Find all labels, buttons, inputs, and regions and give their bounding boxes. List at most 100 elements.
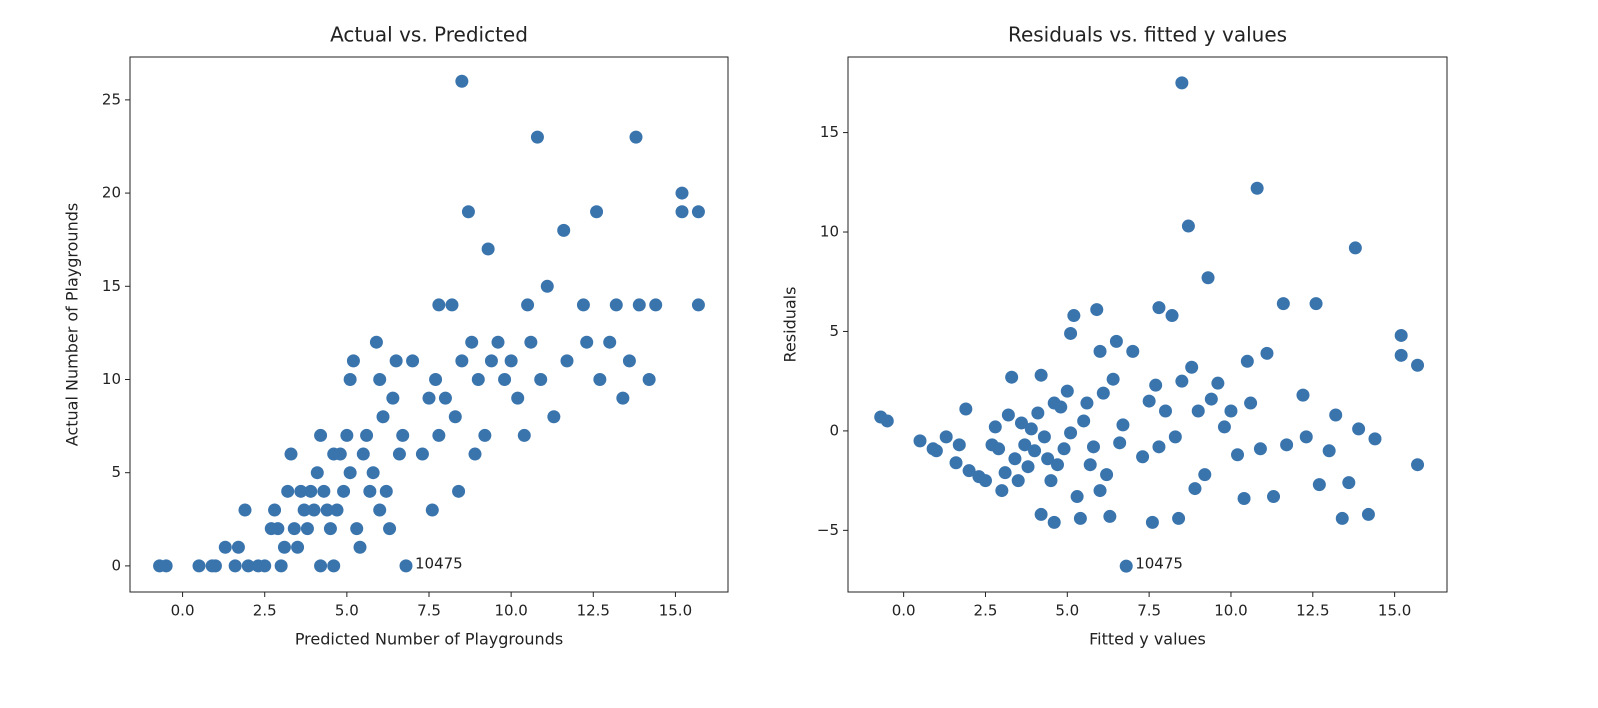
scatter-point bbox=[1044, 474, 1058, 488]
scatter-point bbox=[1411, 458, 1425, 472]
scatter-point bbox=[333, 447, 347, 461]
scatter-point bbox=[649, 298, 663, 312]
chart-title: Residuals vs. fitted y values bbox=[1008, 23, 1287, 47]
y-tick-label: 10 bbox=[820, 223, 839, 241]
scatter-point bbox=[880, 414, 894, 428]
scatter-point bbox=[1165, 309, 1179, 323]
scatter-point bbox=[363, 484, 377, 498]
scatter-point bbox=[691, 298, 705, 312]
scatter-point bbox=[284, 447, 298, 461]
y-tick-label: 15 bbox=[820, 123, 839, 141]
scatter-point bbox=[1217, 420, 1231, 434]
scatter-point bbox=[386, 391, 400, 405]
scatter-point bbox=[300, 522, 314, 536]
scatter-point bbox=[392, 447, 406, 461]
scatter-point bbox=[1175, 374, 1189, 388]
x-tick-label: 7.5 bbox=[417, 602, 441, 620]
scatter-point bbox=[415, 447, 429, 461]
scatter-point bbox=[228, 559, 242, 573]
scatter-point bbox=[317, 484, 331, 498]
scatter-point bbox=[1335, 511, 1349, 525]
x-tick-label: 2.5 bbox=[974, 602, 998, 620]
scatter-point bbox=[1322, 444, 1336, 458]
scatter-point bbox=[274, 559, 288, 573]
scatter-point bbox=[258, 559, 272, 573]
scatter-point bbox=[1028, 444, 1042, 458]
scatter-point bbox=[629, 130, 643, 144]
scatter-point bbox=[1394, 328, 1408, 342]
annotation: 10475 bbox=[1135, 555, 1183, 573]
scatter-point bbox=[560, 354, 574, 368]
scatter-point bbox=[1100, 468, 1114, 482]
scatter-point bbox=[1280, 438, 1294, 452]
scatter-point bbox=[1090, 303, 1104, 317]
scatter-point bbox=[1136, 450, 1150, 464]
x-tick-label: 0.0 bbox=[171, 602, 195, 620]
scatter-point bbox=[271, 522, 285, 536]
scatter-point bbox=[1172, 511, 1186, 525]
scatter-point bbox=[425, 503, 439, 517]
scatter-point bbox=[1021, 460, 1035, 474]
scatter-point bbox=[675, 205, 689, 219]
scatter-point bbox=[1175, 76, 1189, 90]
scatter-point bbox=[1244, 396, 1258, 410]
scatter-point bbox=[1152, 301, 1166, 315]
scatter-point bbox=[208, 559, 222, 573]
scatter-point bbox=[609, 298, 623, 312]
scatter-point bbox=[580, 335, 594, 349]
scatter-point bbox=[576, 298, 590, 312]
scatter-point bbox=[350, 522, 364, 536]
scatter-point bbox=[1237, 492, 1251, 506]
plot-frame bbox=[847, 56, 1448, 593]
scatter-point bbox=[1142, 394, 1156, 408]
scatter-point bbox=[471, 372, 485, 386]
scatter-point bbox=[218, 540, 232, 554]
scatter-point bbox=[373, 372, 387, 386]
scatter-point bbox=[511, 391, 525, 405]
scatter-point bbox=[1149, 378, 1163, 392]
x-tick-label: 0.0 bbox=[892, 602, 916, 620]
scatter-point bbox=[1064, 326, 1078, 340]
x-tick-label: 15.0 bbox=[1378, 602, 1411, 620]
y-tick-label: 15 bbox=[102, 277, 121, 295]
scatter-point bbox=[1152, 440, 1166, 454]
scatter-point bbox=[468, 447, 482, 461]
scatter-point bbox=[534, 372, 548, 386]
scatter-point bbox=[524, 335, 538, 349]
chart-title: Actual vs. Predicted bbox=[330, 23, 528, 47]
scatter-point bbox=[465, 335, 479, 349]
scatter-point bbox=[1411, 358, 1425, 372]
y-tick-label: −5 bbox=[817, 521, 839, 539]
scatter-point bbox=[557, 223, 571, 237]
scatter-point bbox=[949, 456, 963, 470]
scatter-point bbox=[1309, 297, 1323, 311]
y-tick-label: 5 bbox=[111, 463, 121, 481]
scatter-point bbox=[1348, 241, 1362, 255]
scatter-point bbox=[1211, 376, 1225, 390]
scatter-point bbox=[310, 466, 324, 480]
scatter-point bbox=[1352, 422, 1366, 436]
scatter-point bbox=[1191, 404, 1205, 418]
scatter-point bbox=[343, 466, 357, 480]
x-tick-label: 2.5 bbox=[253, 602, 277, 620]
scatter-point bbox=[1031, 406, 1045, 420]
scatter-point bbox=[959, 402, 973, 416]
scatter-point bbox=[1024, 422, 1038, 436]
y-tick-label: 0 bbox=[111, 556, 121, 574]
scatter-point bbox=[1057, 442, 1071, 456]
scatter-point bbox=[962, 464, 976, 478]
scatter-point bbox=[406, 354, 420, 368]
scatter-point bbox=[1394, 348, 1408, 362]
scatter-point bbox=[1185, 360, 1199, 374]
scatter-point bbox=[998, 466, 1012, 480]
scatter-point bbox=[373, 503, 387, 517]
scatter-point bbox=[330, 503, 344, 517]
scatter-point bbox=[1050, 458, 1064, 472]
scatter-point bbox=[1126, 344, 1140, 358]
scatter-point bbox=[1198, 468, 1212, 482]
x-axis-label: Predicted Number of Playgrounds bbox=[295, 630, 563, 649]
scatter-point bbox=[366, 466, 380, 480]
scatter-point bbox=[1034, 368, 1048, 382]
scatter-point bbox=[268, 503, 282, 517]
scatter-point bbox=[353, 540, 367, 554]
